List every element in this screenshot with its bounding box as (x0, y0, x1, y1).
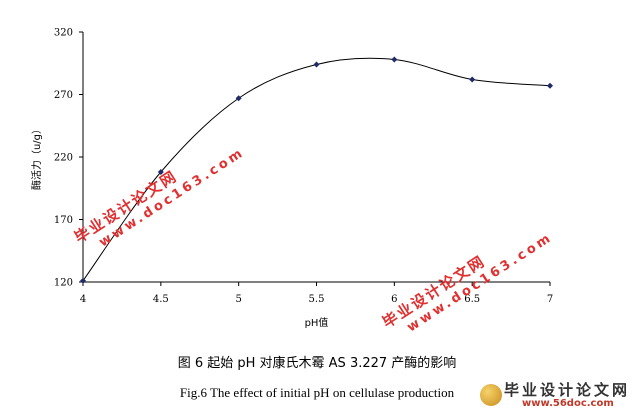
y-axis-label: 酶活力（u/g） (30, 124, 43, 190)
chart-tick-labels: 120 170 220 270 320 4 4.5 5 5.5 6 6.5 7 (54, 28, 553, 306)
line-chart: 120 170 220 270 320 4 4.5 5 5.5 6 6.5 7 pH值 酶活力（u/g… (30, 28, 553, 330)
y-tick-label: 170 (54, 215, 73, 226)
data-point (313, 61, 320, 68)
y-tick-label: 270 (54, 90, 73, 101)
x-tick-label: 6 (391, 294, 397, 305)
y-tick-label: 220 (54, 153, 73, 164)
data-point (547, 82, 553, 89)
figure-caption-cn: 图 6 起始 pH 对康氏木霉 AS 3.227 产酶的影响 (177, 356, 457, 371)
site-logo: 毕业设计论文网 www.56doc.com (478, 378, 634, 413)
figure-caption-en: Fig.6 The effect of initial pH on cellul… (179, 385, 455, 400)
data-point (157, 169, 164, 175)
x-tick-label: 4 (80, 294, 86, 305)
logo-name: 毕业设计论文网 (504, 381, 631, 399)
x-tick-label: 6.5 (464, 294, 480, 305)
logo-icon (480, 384, 502, 406)
x-tick-label: 5 (235, 294, 241, 305)
chart-axes (79, 31, 551, 286)
y-tick-label: 320 (54, 28, 73, 39)
y-tick-label: 120 (54, 278, 73, 289)
logo-url: www.56doc.com (522, 398, 614, 409)
data-point (80, 277, 86, 284)
chart-points (80, 56, 553, 284)
data-point (469, 76, 476, 83)
data-point (391, 56, 398, 63)
x-tick-label: 4.5 (153, 294, 169, 305)
x-tick-label: 5.5 (309, 294, 325, 305)
data-point (235, 95, 242, 102)
x-axis-label: pH值 (305, 316, 329, 329)
x-tick-label: 7 (547, 294, 553, 305)
